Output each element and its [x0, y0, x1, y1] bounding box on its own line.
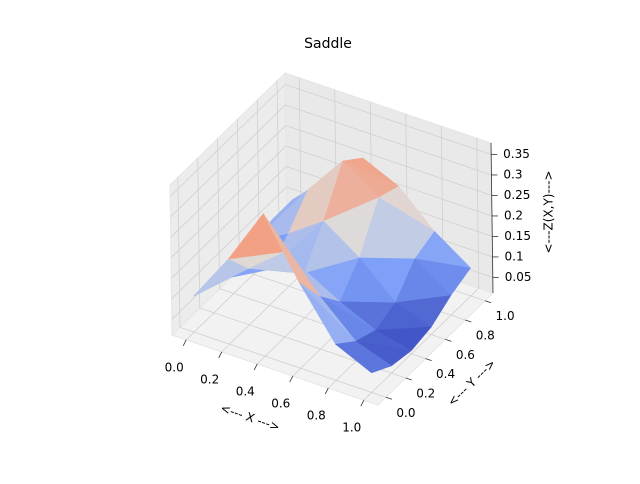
tick-mark [425, 358, 432, 362]
tick-mark [465, 319, 472, 323]
tick-mark [324, 387, 329, 395]
tick-mark [218, 351, 223, 359]
grid-line [179, 326, 387, 398]
tick-mark [253, 363, 258, 371]
y-tick-label: 0.6 [456, 348, 475, 362]
x-tick-label: 1.0 [342, 421, 361, 435]
grid-line [285, 125, 492, 196]
grid-line [363, 287, 480, 401]
tick-mark [289, 375, 294, 383]
z-tick-label: 0.25 [504, 188, 531, 202]
chart-title: Saddle [304, 36, 352, 52]
y-tick-label: 0.0 [396, 406, 415, 420]
z-tick-label: 0.35 [503, 147, 530, 161]
x-tick-label: 0.8 [307, 409, 326, 423]
grid-line [276, 80, 280, 231]
y-tick-label: 0.2 [416, 386, 435, 400]
tick-mark [182, 339, 187, 347]
x-tick-label: 0.6 [271, 397, 290, 411]
y-axis-label: <--- Y ---> [445, 356, 499, 408]
grid-line [197, 157, 201, 308]
z-tick-label: 0.1 [505, 249, 524, 263]
grid-line [170, 104, 286, 218]
z-tick-label: 0.05 [505, 270, 532, 284]
x-tick-label: 0.0 [165, 360, 184, 374]
grid-line [237, 119, 240, 270]
grid-line [285, 84, 492, 155]
y-tick-label: 1.0 [496, 309, 515, 323]
grid-line [170, 166, 287, 279]
x-tick-label: 0.4 [236, 384, 255, 398]
x-tick-label: 0.2 [200, 372, 219, 386]
grid-line [177, 177, 181, 328]
z-axis [490, 142, 494, 294]
tick-mark [445, 338, 452, 342]
grid-line [169, 84, 286, 197]
grid-line [217, 138, 220, 289]
tick-mark [385, 396, 393, 400]
surface-facet [335, 343, 392, 374]
z-tick-label: 0.2 [504, 208, 523, 222]
y-tick-label: 0.4 [436, 367, 455, 381]
z-axis-label: <---Z(X,Y)---> [542, 170, 556, 253]
z-tick-label: 0.15 [504, 229, 531, 243]
grid-line [170, 145, 287, 259]
grid-line [285, 104, 492, 176]
grid-line [170, 125, 286, 238]
grid-line [476, 138, 480, 289]
grid-line [171, 186, 287, 300]
tick-mark [360, 399, 365, 407]
tick-mark [405, 377, 412, 381]
tick-mark [484, 300, 492, 304]
z-tick-label: 0.3 [503, 167, 522, 181]
y-tick-label: 0.8 [476, 329, 495, 343]
